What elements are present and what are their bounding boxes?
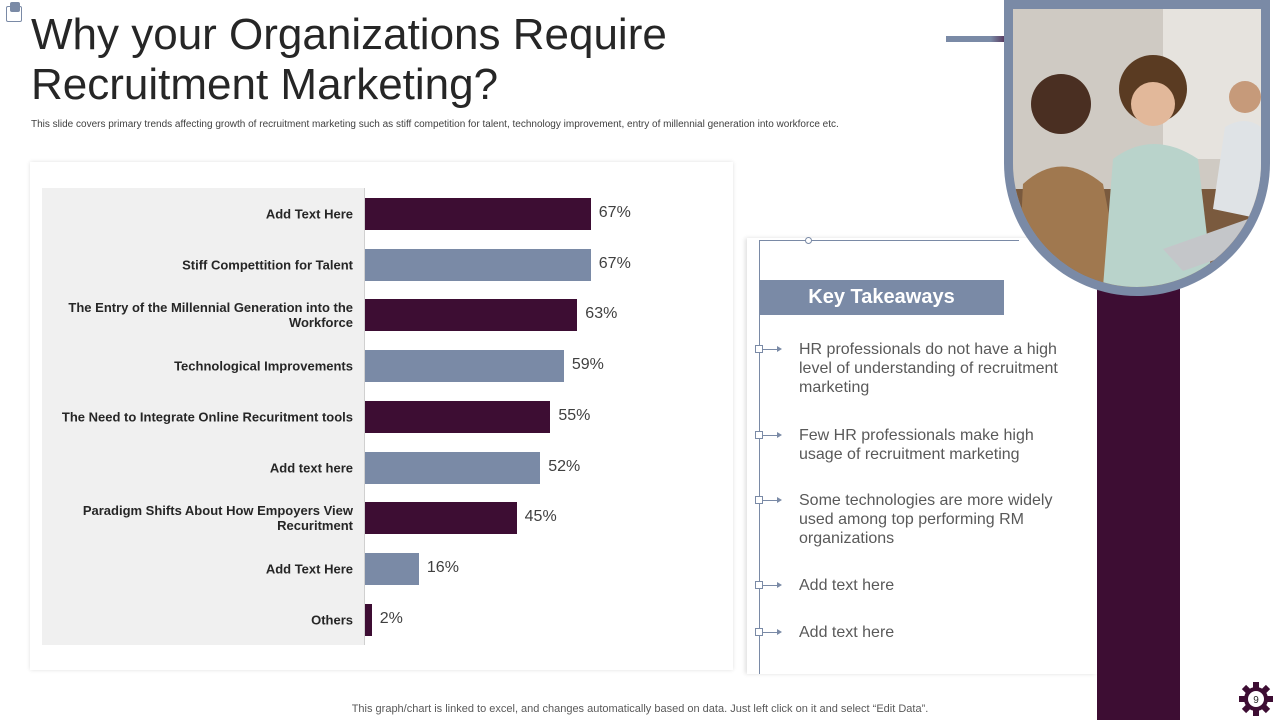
data-label: 45% bbox=[524, 508, 557, 526]
category-label: Add text here bbox=[269, 460, 353, 475]
connector-dot bbox=[805, 237, 812, 244]
data-label: 2% bbox=[379, 609, 403, 627]
footnote: This graph/chart is linked to excel, and… bbox=[351, 703, 929, 715]
bar[interactable] bbox=[365, 248, 591, 281]
data-label: 52% bbox=[548, 457, 581, 475]
takeaway-item: Add text here bbox=[799, 577, 895, 594]
data-label: 63% bbox=[585, 305, 618, 323]
takeaways-connector-vertical bbox=[759, 240, 760, 674]
gear-icon: 9 bbox=[1239, 682, 1273, 716]
data-label: 67% bbox=[598, 204, 631, 221]
data-label: 59% bbox=[571, 356, 604, 374]
bullet-arrow-icon bbox=[755, 628, 783, 636]
corner-mark bbox=[6, 2, 22, 22]
takeaway-item: Few HR professionals make high usage of … bbox=[799, 427, 1034, 463]
bar[interactable] bbox=[365, 198, 591, 230]
bar[interactable] bbox=[365, 400, 551, 433]
bar[interactable] bbox=[365, 603, 372, 636]
category-label: Paradigm Shifts About How Empoyers View … bbox=[82, 503, 353, 534]
photo-people-laptop-icon bbox=[1013, 9, 1261, 287]
page-title: Why your Organizations Require Recruitme… bbox=[31, 10, 667, 109]
category-label: Others bbox=[311, 612, 353, 628]
key-takeaways-header: Key Takeaways bbox=[759, 280, 1004, 315]
category-label: The Need to Integrate Online Recuritment… bbox=[61, 409, 353, 425]
bullet-arrow-icon bbox=[755, 496, 783, 504]
team-photo bbox=[1013, 9, 1261, 287]
data-label: 67% bbox=[598, 254, 631, 272]
category-label: Add Text Here bbox=[265, 206, 353, 222]
takeaways-connector-horizontal bbox=[759, 240, 1019, 241]
category-label: Stiff Compettition for Talent bbox=[182, 257, 353, 273]
data-label: 55% bbox=[558, 406, 591, 424]
bar[interactable] bbox=[365, 451, 541, 484]
category-label: The Entry of the Millennial Generation i… bbox=[68, 300, 353, 331]
category-label-panel bbox=[42, 188, 364, 645]
bar[interactable] bbox=[365, 299, 578, 332]
takeaway-item: HR professionals do not have a high leve… bbox=[799, 341, 1058, 396]
bar[interactable] bbox=[365, 552, 419, 585]
category-axis-line bbox=[364, 188, 365, 645]
page-number: 9 bbox=[1253, 695, 1259, 706]
bullet-arrow-icon bbox=[755, 581, 783, 589]
bar[interactable] bbox=[365, 502, 517, 535]
bullet-arrow-icon bbox=[755, 345, 783, 353]
bullet-arrow-icon bbox=[755, 431, 783, 439]
page-subtitle: This slide covers primary trends affecti… bbox=[31, 119, 839, 130]
takeaway-item: Add text here bbox=[799, 624, 895, 641]
chart-card[interactable]: Add Text Here 67% Stiff Compettition for T… bbox=[30, 162, 733, 670]
category-label: Add Text Here bbox=[265, 561, 353, 577]
bar[interactable] bbox=[365, 350, 564, 383]
category-label: Technological Improvements bbox=[174, 358, 353, 374]
decorative-column bbox=[1097, 230, 1180, 720]
decorative-line bbox=[946, 36, 1010, 42]
data-label: 16% bbox=[426, 558, 459, 576]
takeaway-item: Some technologies are more widely used a… bbox=[799, 492, 1053, 547]
